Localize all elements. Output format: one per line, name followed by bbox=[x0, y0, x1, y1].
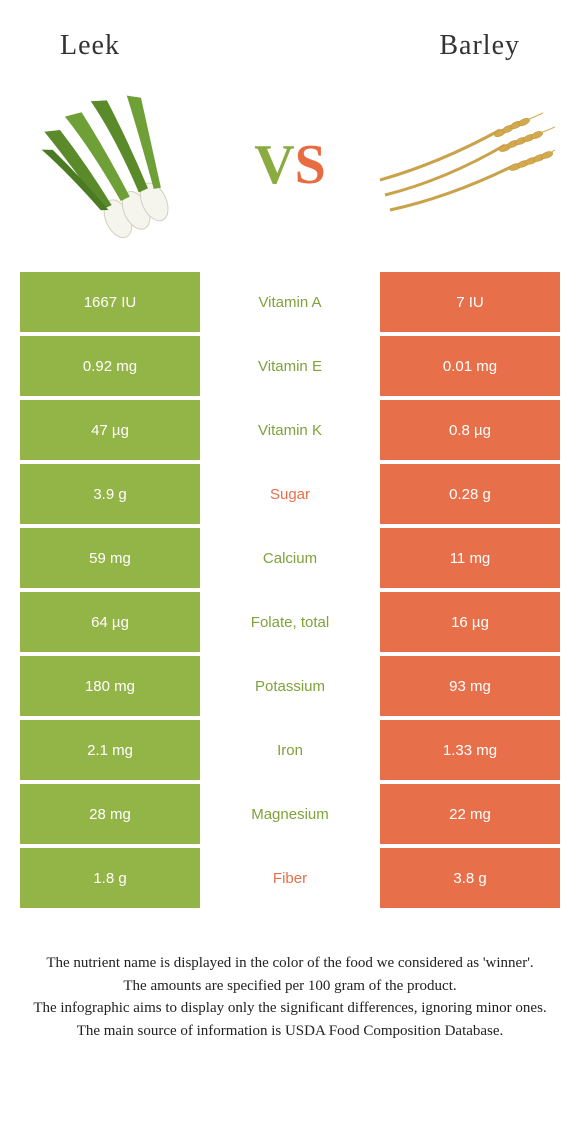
right-value-cell: 0.01 mg bbox=[380, 336, 560, 396]
table-row: 2.1 mgIron1.33 mg bbox=[20, 720, 560, 780]
vs-v: V bbox=[254, 134, 294, 196]
right-value-cell: 22 mg bbox=[380, 784, 560, 844]
table-row: 28 mgMagnesium22 mg bbox=[20, 784, 560, 844]
nutrient-name-cell: Potassium bbox=[200, 656, 380, 716]
right-value-cell: 93 mg bbox=[380, 656, 560, 716]
footer-line-4: The main source of information is USDA F… bbox=[30, 1020, 550, 1043]
right-value-cell: 0.28 g bbox=[380, 464, 560, 524]
footer-text: The nutrient name is displayed in the co… bbox=[0, 912, 580, 1042]
nutrient-name-cell: Vitamin E bbox=[200, 336, 380, 396]
footer-line-3: The infographic aims to display only the… bbox=[30, 997, 550, 1020]
table-row: 180 mgPotassium93 mg bbox=[20, 656, 560, 716]
footer-line-1: The nutrient name is displayed in the co… bbox=[30, 952, 550, 975]
nutrient-name-cell: Vitamin A bbox=[200, 272, 380, 332]
left-value-cell: 59 mg bbox=[20, 528, 200, 588]
nutrient-name-cell: Magnesium bbox=[200, 784, 380, 844]
right-value-cell: 16 µg bbox=[380, 592, 560, 652]
table-row: 1667 IUVitamin A7 IU bbox=[20, 272, 560, 332]
images-row: VS bbox=[0, 72, 580, 272]
left-value-cell: 1667 IU bbox=[20, 272, 200, 332]
left-value-cell: 1.8 g bbox=[20, 848, 200, 908]
header: Leek Barley bbox=[0, 0, 580, 72]
table-row: 1.8 gFiber3.8 g bbox=[20, 848, 560, 908]
leek-image bbox=[20, 80, 210, 250]
right-value-cell: 3.8 g bbox=[380, 848, 560, 908]
nutrient-name-cell: Calcium bbox=[200, 528, 380, 588]
nutrient-name-cell: Vitamin K bbox=[200, 400, 380, 460]
left-value-cell: 64 µg bbox=[20, 592, 200, 652]
table-row: 0.92 mgVitamin E0.01 mg bbox=[20, 336, 560, 396]
right-value-cell: 11 mg bbox=[380, 528, 560, 588]
footer-line-2: The amounts are specified per 100 gram o… bbox=[30, 975, 550, 998]
table-row: 3.9 gSugar0.28 g bbox=[20, 464, 560, 524]
nutrient-name-cell: Sugar bbox=[200, 464, 380, 524]
table-row: 59 mgCalcium11 mg bbox=[20, 528, 560, 588]
table-row: 47 µgVitamin K0.8 µg bbox=[20, 400, 560, 460]
right-value-cell: 1.33 mg bbox=[380, 720, 560, 780]
table-row: 64 µgFolate, total16 µg bbox=[20, 592, 560, 652]
vs-label: VS bbox=[254, 133, 326, 197]
left-value-cell: 28 mg bbox=[20, 784, 200, 844]
left-value-cell: 180 mg bbox=[20, 656, 200, 716]
left-food-title: Leek bbox=[60, 30, 120, 62]
nutrient-name-cell: Iron bbox=[200, 720, 380, 780]
right-value-cell: 0.8 µg bbox=[380, 400, 560, 460]
nutrient-table: 1667 IUVitamin A7 IU0.92 mgVitamin E0.01… bbox=[20, 272, 560, 908]
left-value-cell: 0.92 mg bbox=[20, 336, 200, 396]
barley-image bbox=[370, 80, 560, 250]
vs-s: S bbox=[295, 134, 326, 196]
nutrient-name-cell: Folate, total bbox=[200, 592, 380, 652]
right-value-cell: 7 IU bbox=[380, 272, 560, 332]
right-food-title: Barley bbox=[439, 30, 520, 62]
left-value-cell: 2.1 mg bbox=[20, 720, 200, 780]
nutrient-name-cell: Fiber bbox=[200, 848, 380, 908]
left-value-cell: 47 µg bbox=[20, 400, 200, 460]
left-value-cell: 3.9 g bbox=[20, 464, 200, 524]
